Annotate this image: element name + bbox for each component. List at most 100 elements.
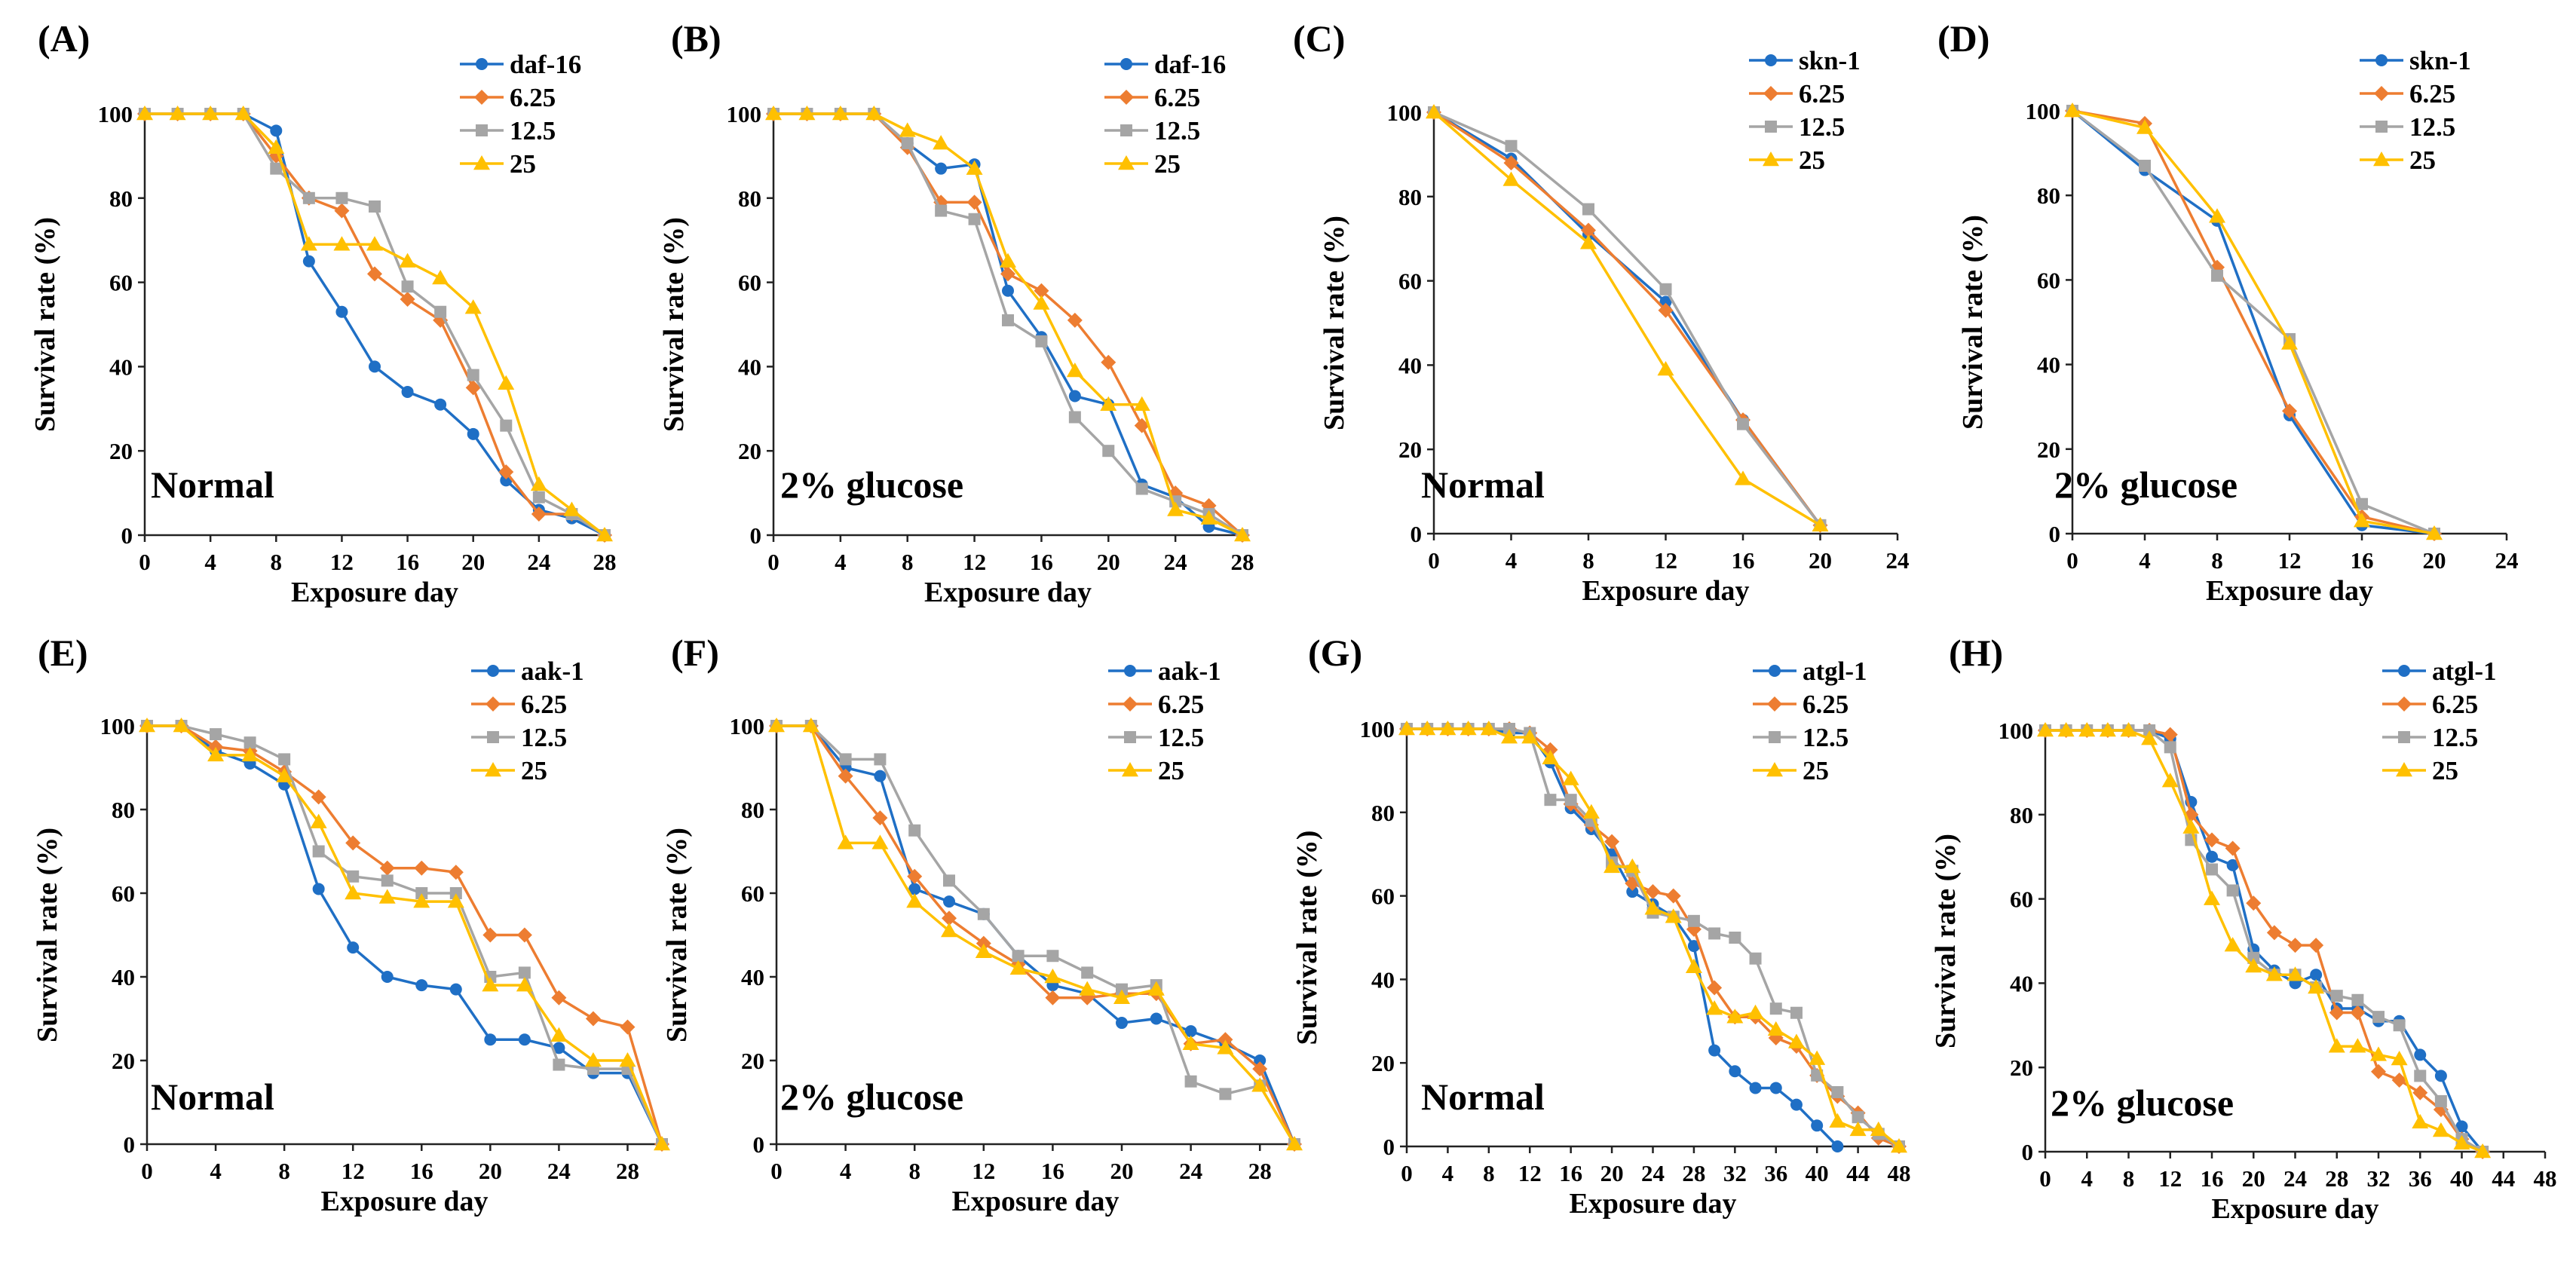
data-point <box>1044 969 1061 984</box>
x-tick-label: 12 <box>1518 1160 1542 1186</box>
data-point <box>482 977 499 992</box>
x-axis-title: Exposure day <box>2211 1193 2378 1225</box>
data-point <box>1002 284 1014 297</box>
legend-marker <box>1769 665 1781 677</box>
data-point <box>1101 354 1116 370</box>
data-point <box>943 874 955 887</box>
data-point <box>838 768 853 784</box>
x-tick-label: 4 <box>1442 1160 1454 1186</box>
data-point <box>1081 966 1094 979</box>
x-tick-label: 12 <box>1654 547 1677 574</box>
x-tick-label: 4 <box>835 549 847 575</box>
data-point <box>2245 958 2262 973</box>
data-point <box>2226 884 2239 897</box>
data-point <box>899 122 916 137</box>
data-point <box>1116 983 1128 996</box>
legend-label: 12.5 <box>2409 112 2455 142</box>
data-point <box>347 870 360 883</box>
data-point <box>2246 895 2262 911</box>
data-point <box>335 191 348 204</box>
data-point <box>1708 927 1721 940</box>
y-tick-label: 100 <box>730 713 765 739</box>
data-point <box>2206 863 2218 876</box>
x-axis-title: Exposure day <box>924 577 1092 608</box>
data-point <box>302 255 315 268</box>
legend-marker <box>473 155 490 170</box>
data-point <box>2370 1046 2387 1061</box>
data-point <box>449 983 462 996</box>
data-point <box>1603 858 1621 874</box>
legend-label: 12.5 <box>2432 723 2478 752</box>
legend-marker <box>485 696 501 712</box>
chart-panel-b: (B) 0 20 40 60 80 100 0 4 8 12 16 20 24 28 Exposure day… <box>658 17 1254 608</box>
data-point <box>1737 418 1749 430</box>
data-point <box>2434 1070 2447 1082</box>
y-axis-title: Survival rate (%) <box>661 828 693 1042</box>
chart-panel-d: (D) 0 20 40 60 80 100 0 4 8 12 16 20 24 Exposure day Su… <box>1937 17 2519 607</box>
y-tick-label: 60 <box>109 270 133 296</box>
legend: daf-16 6.25 12.5 25 <box>1104 50 1226 179</box>
series-line <box>147 724 663 1145</box>
data-point <box>1687 940 1700 953</box>
data-point <box>1706 1000 1723 1015</box>
legend-label: atgl-1 <box>2432 657 2497 686</box>
y-axis-title: Survival rate (%) <box>1957 215 1989 430</box>
data-point <box>2064 103 2081 118</box>
y-axis-title: Survival rate (%) <box>1291 831 1323 1045</box>
data-point <box>1749 952 1762 965</box>
data-point <box>1542 749 1559 765</box>
data-point <box>2143 724 2156 736</box>
x-tick-label: 36 <box>1764 1160 1787 1186</box>
data-point <box>518 1033 531 1046</box>
data-point <box>2329 1005 2345 1021</box>
y-tick-label: 0 <box>2049 521 2061 547</box>
x-axis-title: Exposure day <box>1569 1188 1736 1220</box>
data-point <box>136 106 153 121</box>
x-tick-label: 20 <box>479 1158 502 1184</box>
legend-marker <box>487 665 499 677</box>
data-point <box>596 527 613 542</box>
data-point <box>1113 989 1130 1004</box>
condition-label: 2% glucose <box>2051 1082 2234 1124</box>
series-line <box>2071 109 2435 535</box>
data-point <box>1102 445 1115 458</box>
data-point <box>2162 727 2178 742</box>
data-point <box>1812 516 1829 532</box>
x-axis-title: Exposure day <box>320 1186 488 1217</box>
panel-label: (A) <box>38 17 90 60</box>
data-point <box>1503 155 1519 171</box>
panel-label: (C) <box>1293 17 1345 60</box>
data-point <box>2204 890 2220 905</box>
legend-label: atgl-1 <box>1803 657 1867 686</box>
x-tick-label: 8 <box>2211 547 2223 574</box>
panel-label: (F) <box>671 632 719 674</box>
x-axis-title: Exposure day <box>2206 575 2373 607</box>
data-point <box>1066 362 1083 378</box>
condition-label: Normal <box>1421 464 1545 506</box>
series-line <box>2072 109 2435 535</box>
y-tick-label: 60 <box>738 270 761 296</box>
legend-marker <box>1120 58 1132 70</box>
y-axis-title: Survival rate (%) <box>1930 834 1962 1048</box>
y-tick-label: 100 <box>98 101 133 127</box>
legend-label: daf-16 <box>1154 50 1226 79</box>
data-point <box>768 718 785 733</box>
x-tick-label: 8 <box>2123 1165 2135 1192</box>
legend-marker <box>476 124 488 136</box>
x-tick-label: 32 <box>2367 1165 2391 1192</box>
data-point <box>1564 794 1577 806</box>
data-point <box>966 160 983 175</box>
data-point <box>1234 527 1251 542</box>
data-point <box>1707 980 1723 996</box>
series-25 <box>2064 103 2443 540</box>
x-tick-label: 0 <box>2039 1165 2051 1192</box>
legend-label: 25 <box>521 756 547 785</box>
data-point <box>1439 721 1456 736</box>
data-point <box>482 927 498 943</box>
data-point <box>1811 1119 1824 1132</box>
data-point <box>434 398 447 411</box>
data-point <box>399 253 416 268</box>
x-tick-label: 24 <box>1641 1160 1665 1186</box>
y-tick-label: 40 <box>738 354 761 380</box>
